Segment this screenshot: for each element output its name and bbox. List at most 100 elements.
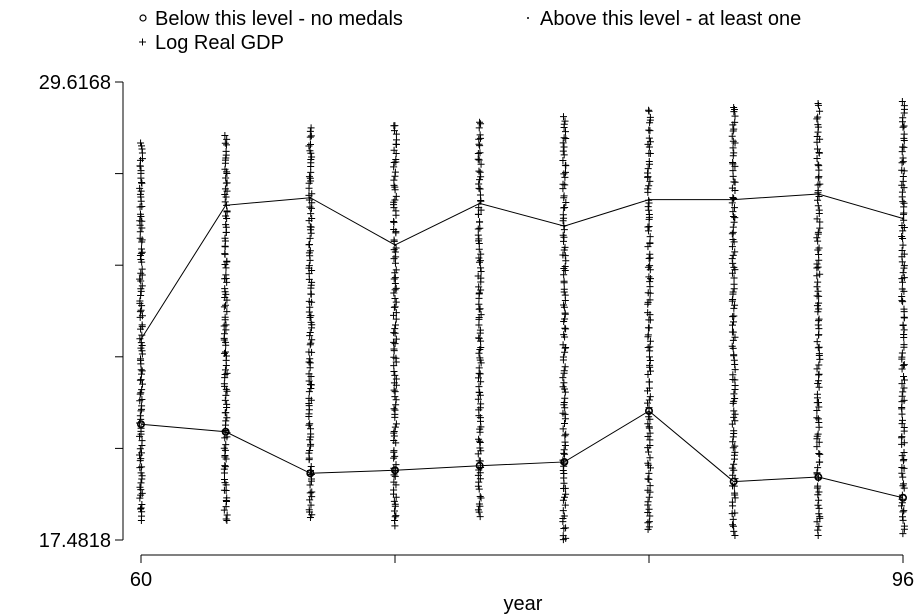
gdp-point xyxy=(476,118,484,126)
gdp-point xyxy=(561,173,569,181)
gdp-point xyxy=(560,512,568,520)
gdp-point xyxy=(136,275,144,283)
gdp-point xyxy=(815,149,823,157)
below-point xyxy=(644,406,653,415)
gdp-point xyxy=(392,192,400,200)
gdp-point xyxy=(815,244,823,252)
gdp-point xyxy=(730,397,738,405)
gdp-point xyxy=(560,120,568,128)
above-point xyxy=(139,338,143,341)
gdp-point xyxy=(392,298,400,306)
below-point xyxy=(475,461,484,470)
gdp-point xyxy=(645,353,653,361)
gdp-point xyxy=(645,107,653,115)
gdp-point xyxy=(138,248,146,256)
gdp-point xyxy=(898,392,906,400)
gdp-point xyxy=(728,255,736,263)
gdp-point xyxy=(220,476,228,484)
gdp-point xyxy=(559,147,567,155)
gdp-point xyxy=(729,471,737,479)
gdp-point xyxy=(559,251,567,259)
gdp-point xyxy=(562,490,570,498)
gdp-point xyxy=(305,173,313,181)
x-tick-label: 60 xyxy=(130,569,152,591)
gdp-point xyxy=(644,263,652,271)
gdp-point xyxy=(644,309,652,317)
gdp-point xyxy=(390,379,398,387)
gdp-point xyxy=(646,262,654,270)
above-point xyxy=(817,192,820,196)
gdp-point xyxy=(307,132,315,140)
gdp-point xyxy=(559,383,567,391)
gdp-point xyxy=(306,447,314,455)
gdp-point xyxy=(898,365,906,373)
legend-label-above: Above this level - at least one xyxy=(540,8,801,30)
gdp-point xyxy=(559,425,567,433)
gdp-point xyxy=(900,384,908,392)
x-axis-title: year xyxy=(504,593,543,614)
gdp-point xyxy=(223,179,231,187)
gdp-point xyxy=(899,172,907,180)
gdp-point xyxy=(390,362,398,370)
gdp-point xyxy=(814,181,822,189)
gdp-point xyxy=(815,251,823,259)
above-point xyxy=(309,196,312,199)
gdp-point xyxy=(730,390,738,398)
gdp-point xyxy=(644,169,652,177)
gdp-point xyxy=(306,355,314,363)
gdp-point xyxy=(646,233,654,241)
gdp-point xyxy=(136,228,144,236)
gdp-point xyxy=(392,315,400,323)
gdp-point xyxy=(391,388,399,396)
gdp-point xyxy=(730,204,738,212)
gdp-point xyxy=(898,380,906,388)
gdp-point xyxy=(391,516,399,524)
gdp-point xyxy=(223,369,231,377)
gdp-point xyxy=(221,313,229,321)
gdp-point xyxy=(729,288,737,296)
gdp-point xyxy=(476,305,484,313)
gdp-point xyxy=(898,404,906,412)
gdp-point xyxy=(307,339,315,347)
gdp-point xyxy=(138,202,146,210)
gdp-point xyxy=(137,167,145,175)
gdp-point xyxy=(137,505,145,513)
gdp-point xyxy=(559,507,567,515)
gdp-point xyxy=(730,304,738,312)
gdp-point xyxy=(305,241,313,249)
gdp-point xyxy=(814,99,822,107)
gdp-point xyxy=(475,235,483,243)
gdp-point xyxy=(390,163,398,171)
gdp-point xyxy=(476,149,484,157)
gdp-point xyxy=(729,371,737,379)
gdp-point xyxy=(306,420,314,428)
gdp-point xyxy=(815,173,823,181)
gdp-point xyxy=(562,199,570,207)
gdp-point xyxy=(391,423,399,431)
gdp-point xyxy=(138,437,146,445)
gdp-point xyxy=(391,406,399,414)
above-point xyxy=(732,198,735,201)
gdp-point xyxy=(392,375,400,383)
gdp-point xyxy=(476,493,484,501)
gdp-point xyxy=(815,325,823,333)
gdp-point xyxy=(306,174,314,182)
gdp-point xyxy=(815,299,823,307)
gdp-point xyxy=(646,239,654,247)
gdp-point xyxy=(730,351,738,359)
gdp-point xyxy=(900,507,908,515)
gdp-point xyxy=(561,168,569,176)
gdp-point xyxy=(559,231,567,239)
gdp-point xyxy=(898,452,906,460)
gdp-point xyxy=(390,427,398,435)
gdp-point xyxy=(392,321,400,329)
gdp-point xyxy=(815,361,823,369)
gdp-point xyxy=(645,448,653,456)
gdp-point xyxy=(305,358,313,366)
gdp-point xyxy=(645,222,653,230)
gdp-point xyxy=(477,400,485,408)
gdp-point xyxy=(646,113,654,121)
gdp-point xyxy=(813,283,821,291)
gdp-point xyxy=(730,274,738,282)
gdp-point xyxy=(898,349,906,357)
